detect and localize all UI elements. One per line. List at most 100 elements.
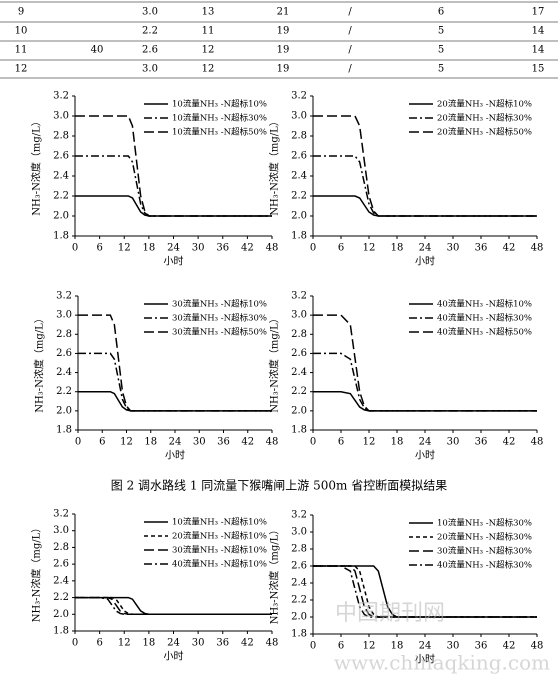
x-tick-label: 36 [216,638,229,649]
y-axis-label: NH₃-N浓度（mg/L） [30,523,43,623]
table-cell: 10 [15,26,28,37]
y-tick-label: 1.8 [53,626,69,637]
y-axis-label: NH₃-N浓度（mg/L） [33,313,46,413]
legend-label: 20流量NH₃ -N超标30% [437,532,532,543]
table-cell: 19 [277,64,290,75]
legend-label: 40流量NH₃ -N超标30% [437,560,532,571]
y-tick-label: 3.2 [291,91,307,102]
y-tick-label: 2.4 [291,171,307,182]
x-tick-label: 6 [338,243,344,254]
table-cell: 14 [532,45,545,56]
legend-label: 20流量NH₃ -N超标50% [437,127,532,138]
caption: 图 2 调水路线 1 同流量下猴嘴闸上游 500m 省控断面模拟结果 [111,478,447,493]
x-tick-label: 18 [144,437,157,448]
y-tick-label: 2.8 [291,131,307,142]
y-tick-label: 1.8 [291,425,307,436]
y-tick-label: 3.2 [56,291,72,302]
line-series [75,195,272,217]
legend-label: 20流量NH₃ -N超标10% [172,531,267,542]
x-tick-label: 48 [531,243,544,254]
table-cell: 9 [18,7,24,18]
legend-label: 10流量NH₃ -N超标10% [172,517,267,528]
x-tick-label: 36 [475,243,488,254]
table-cell: 11 [15,45,28,56]
x-tick-label: 6 [99,437,105,448]
y-tick-label: 2.6 [53,151,69,162]
x-tick-label: 0 [72,638,78,649]
y-tick-label: 2.6 [291,348,307,359]
x-axis-label: 小时 [165,450,185,462]
legend-label: 30流量NH₃ -N超标10% [172,299,267,310]
x-tick-label: 48 [531,641,544,652]
table-cell: 21 [277,7,290,18]
x-tick-label: 6 [96,243,102,254]
legend-label: 10流量NH₃ -N超标30% [172,113,267,124]
y-tick-label: 2.4 [53,171,69,182]
x-tick-label: 48 [266,638,279,649]
table-cell: 5 [438,26,444,37]
x-tick-label: 30 [192,638,205,649]
y-tick-label: 2.8 [291,329,307,340]
x-tick-label: 30 [447,243,460,254]
table-cell: 12 [15,64,28,75]
y-tick-label: 1.8 [53,231,69,242]
line-series [75,596,272,616]
table-cell: 13 [202,7,215,18]
x-tick-label: 24 [419,437,432,448]
table-cell: 2.6 [142,45,158,56]
y-tick-label: 2.6 [291,151,307,162]
x-tick-label: 12 [363,243,376,254]
x-tick-label: 48 [531,437,544,448]
x-tick-label: 42 [241,437,254,448]
x-tick-label: 42 [503,437,516,448]
line-series [313,390,537,412]
x-tick-label: 48 [266,243,279,254]
line-series [313,314,537,412]
x-tick-label: 42 [503,243,516,254]
watermark: 中国期刊网 [335,601,445,626]
legend-label: 40流量NH₃ -N超标50% [437,327,532,338]
x-tick-label: 36 [217,437,230,448]
y-tick-label: 2.0 [291,405,307,416]
y-tick-label: 3.0 [53,525,69,536]
x-tick-label: 42 [503,641,516,652]
y-tick-label: 3.0 [53,111,69,122]
x-tick-label: 18 [391,437,404,448]
x-axis-label: 小时 [415,450,435,462]
table-cell: / [348,7,352,18]
y-tick-label: 2.2 [56,386,72,397]
table-cell: 11 [202,26,215,37]
x-tick-label: 24 [419,641,432,652]
table-cell: 5 [438,64,444,75]
y-axis-label: NH₃-N浓度（mg/L） [30,116,43,216]
watermark: www.chinaqking.com [334,651,550,675]
y-tick-label: 2.0 [56,405,72,416]
y-tick-label: 3.0 [56,310,72,321]
table-cell: 3.0 [142,64,158,75]
x-tick-label: 0 [310,437,316,448]
x-tick-label: 42 [241,638,254,649]
y-tick-label: 2.0 [291,612,307,623]
y-axis-label: NH₃-N浓度（mg/L） [268,116,281,216]
table-cell: / [348,45,352,56]
y-tick-label: 2.2 [291,595,307,606]
x-tick-label: 18 [143,638,156,649]
x-tick-label: 18 [391,641,404,652]
table-cell: 14 [532,26,545,37]
x-tick-label: 36 [475,437,488,448]
y-tick-label: 2.2 [53,191,69,202]
x-tick-label: 24 [167,243,180,254]
line-series [78,352,272,412]
y-tick-label: 1.8 [56,425,72,436]
y-tick-label: 2.0 [291,211,307,222]
y-tick-label: 2.4 [291,367,307,378]
line-series [313,115,537,217]
x-axis-label: 小时 [164,651,184,663]
x-tick-label: 48 [266,437,279,448]
table-cell: 12 [202,64,215,75]
x-tick-label: 42 [241,243,254,254]
x-tick-label: 24 [167,638,180,649]
legend-label: 30流量NH₃ -N超标30% [437,546,532,557]
line-series [78,390,272,412]
x-axis-label: 小时 [415,654,435,666]
